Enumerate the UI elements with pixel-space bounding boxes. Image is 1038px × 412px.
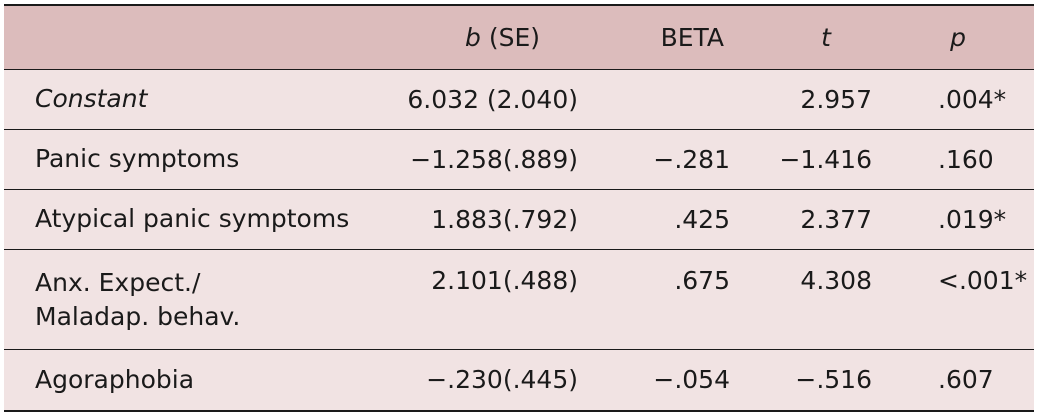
header-t: t bbox=[821, 22, 831, 52]
cell-b-se: 2.101(.488) bbox=[431, 265, 578, 295]
row-label: Agoraphobia bbox=[35, 364, 195, 394]
cell-b-se: 1.883(.792) bbox=[431, 204, 578, 234]
cell-t: 2.377 bbox=[800, 204, 872, 234]
cell-b-se: −1.258(.889) bbox=[410, 144, 578, 174]
row-label-line-2: Maladap. behav. bbox=[35, 301, 241, 331]
row-label: Anx. Expect./ Maladap. behav. bbox=[4, 249, 394, 349]
table-row: Agoraphobia −.230(.445) −.054 −.516 .607 bbox=[4, 349, 1034, 411]
cell-t: 2.957 bbox=[800, 84, 872, 114]
cell-b-se: 6.032 (2.040) bbox=[407, 84, 578, 114]
regression-table-container: b (SE) BETA t p Constant 6.032 (2.040) 2… bbox=[4, 4, 1034, 412]
cell-t: 4.308 bbox=[800, 265, 872, 295]
row-label: Constant bbox=[35, 84, 148, 113]
cell-beta bbox=[590, 69, 740, 129]
cell-beta: .425 bbox=[674, 204, 730, 234]
row-label-line-1: Anx. Expect./ bbox=[35, 267, 201, 297]
table-body: Constant 6.032 (2.040) 2.957 .004* Panic… bbox=[4, 69, 1034, 411]
table-header: b (SE) BETA t p bbox=[4, 5, 1034, 69]
cell-beta: −.281 bbox=[653, 144, 730, 174]
cell-t: −.516 bbox=[795, 365, 872, 395]
cell-p: .607 bbox=[938, 365, 994, 395]
header-b-se: b (SE) bbox=[394, 5, 590, 69]
row-label: Panic symptoms bbox=[35, 144, 240, 173]
header-p: p bbox=[950, 22, 966, 52]
cell-t: −1.416 bbox=[779, 144, 872, 174]
cell-beta: −.054 bbox=[653, 365, 730, 395]
cell-beta: .675 bbox=[674, 265, 730, 295]
table-row: Atypical panic symptoms 1.883(.792) .425… bbox=[4, 189, 1034, 249]
cell-p: .004* bbox=[938, 84, 1007, 114]
cell-p: <.001* bbox=[938, 265, 1028, 295]
cell-p: .160 bbox=[938, 144, 994, 174]
regression-table: b (SE) BETA t p Constant 6.032 (2.040) 2… bbox=[4, 4, 1034, 412]
cell-b-se: −.230(.445) bbox=[426, 365, 578, 395]
table-row: Panic symptoms −1.258(.889) −.281 −1.416… bbox=[4, 129, 1034, 189]
table-row: Anx. Expect./ Maladap. behav. 2.101(.488)… bbox=[4, 249, 1034, 349]
header-b-symbol: b bbox=[465, 22, 481, 52]
table-row: Constant 6.032 (2.040) 2.957 .004* bbox=[4, 69, 1034, 129]
header-beta: BETA bbox=[660, 22, 724, 52]
header-se-label: (SE) bbox=[480, 22, 540, 52]
header-predictor bbox=[4, 5, 394, 69]
row-label: Atypical panic symptoms bbox=[35, 204, 350, 233]
header-row: b (SE) BETA t p bbox=[4, 5, 1034, 69]
cell-p: .019* bbox=[938, 204, 1007, 234]
